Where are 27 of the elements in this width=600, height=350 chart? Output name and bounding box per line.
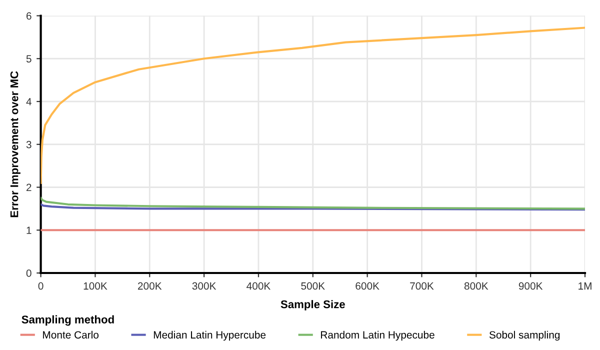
y-tick-label: 0 <box>26 270 32 277</box>
y-tick-label: 4 <box>26 98 32 106</box>
legend-label: Monte Carlo <box>43 330 99 339</box>
y-tick-label: 1 <box>26 226 32 234</box>
x-tick-label: 200K <box>138 282 162 290</box>
line-series <box>40 196 585 210</box>
legend-label: Sobol sampling <box>489 330 560 341</box>
x-tick-label: 400K <box>246 282 271 290</box>
x-tick-label: 500K <box>301 282 325 290</box>
x-tick-label: 0 <box>38 282 44 290</box>
x-tick-label: 300K <box>192 282 216 290</box>
x-tick-label: 600K <box>356 282 380 290</box>
y-tick-label: 6 <box>26 12 32 20</box>
line-series <box>40 26 585 184</box>
legend-label: Median Latin Hypercube <box>154 330 266 341</box>
y-axis-title: Error Improvement over MC <box>10 71 20 218</box>
legend-title: Sampling method <box>22 315 114 326</box>
y-tick-label: 3 <box>26 140 32 148</box>
x-tick-label: 700K <box>410 282 434 290</box>
x-tick-label: 800K <box>464 282 488 290</box>
x-tick-label: 100K <box>84 282 108 290</box>
legend-label: Random Latin Hypecube <box>321 330 434 341</box>
y-tick-label: 5 <box>26 55 32 62</box>
x-tick-label: 1M <box>578 282 592 290</box>
y-tick-label: 2 <box>26 184 32 192</box>
x-tick-label: 900K <box>518 282 543 290</box>
x-axis-title: Sample Size <box>280 300 345 310</box>
